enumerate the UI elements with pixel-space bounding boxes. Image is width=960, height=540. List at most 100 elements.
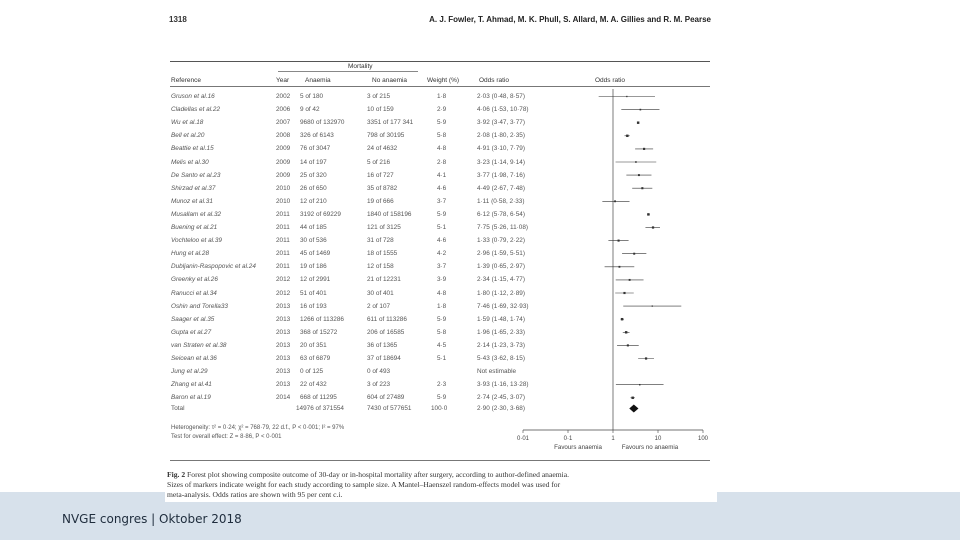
row-year: 2009 [276, 145, 291, 153]
row-reference: Musallam et al.32 [171, 210, 222, 218]
study-point [637, 174, 640, 177]
row-no-anaemia: 798 of 30195 [367, 132, 405, 140]
figure-caption: Fig. 2 Forest plot showing composite out… [167, 470, 715, 500]
row-reference: Beattie et al.15 [171, 145, 214, 153]
total-odds-ratio: 2·90 (2·30, 3·68) [477, 405, 525, 412]
row-year: 2014 [276, 394, 291, 402]
row-odds-ratio: 4·06 (1·53, 10·78) [477, 106, 529, 114]
row-odds-ratio: Not estimable [477, 368, 517, 376]
overall-effect-text: Test for overall effect: Z = 8·86, P < 0… [171, 434, 282, 440]
row-odds-ratio: 7·46 (1·69, 32·93) [477, 302, 529, 310]
row-anaemia: 63 of 6879 [300, 355, 331, 362]
row-no-anaemia: 1840 of 158196 [367, 210, 412, 218]
study-point [643, 147, 646, 150]
row-weight: 4·6 [437, 184, 447, 192]
study-point [639, 108, 642, 111]
row-reference: Shirzad et al.37 [171, 184, 216, 192]
row-no-anaemia: 5 of 216 [367, 158, 391, 166]
row-odds-ratio: 2·34 (1·15, 4·77) [477, 276, 525, 284]
row-weight: 5·9 [437, 119, 447, 127]
row-year: 2012 [276, 276, 291, 284]
col-anaemia: Anaemia [305, 77, 331, 84]
study-point [641, 187, 644, 190]
row-no-anaemia: 12 of 158 [367, 263, 394, 271]
row-reference: Zhang et al.41 [171, 381, 212, 389]
row-reference: Dubljanin-Raspopovic et al.24 [171, 263, 256, 271]
row-reference: Jung et al.29 [171, 368, 208, 376]
col-weight: Weight (%) [427, 77, 460, 84]
row-weight: 2·9 [437, 106, 447, 114]
row-year: 2008 [276, 132, 291, 140]
row-weight: 2·8 [437, 158, 447, 166]
row-reference: Greenky et al.26 [171, 276, 218, 284]
row-weight: 5·9 [437, 315, 447, 323]
row-reference: Munoz et al.31 [171, 197, 213, 205]
row-year: 2006 [276, 106, 291, 114]
row-year: 2010 [276, 184, 291, 192]
row-odds-ratio: 3·92 (3·47, 3·77) [477, 119, 525, 127]
row-no-anaemia: 604 of 27489 [367, 394, 405, 402]
row-year: 2013 [276, 315, 291, 323]
row-anaemia: 5 of 180 [300, 93, 324, 100]
study-point [644, 357, 648, 360]
total-diamond [629, 404, 639, 413]
study-point [651, 226, 655, 229]
running-header-authors: A. J. Fowler, T. Ahmad, M. K. Phull, S. … [429, 15, 711, 24]
row-no-anaemia: 206 of 16585 [367, 328, 405, 336]
row-odds-ratio: 6·12 (5·78, 6·54) [477, 210, 525, 218]
total-anaemia: 14976 of 371554 [296, 405, 344, 412]
row-anaemia: 3192 of 69229 [300, 210, 341, 218]
row-year: 2007 [276, 119, 291, 127]
row-reference: Seicean et al.36 [171, 355, 217, 362]
row-odds-ratio: 2·08 (1·80, 2·35) [477, 132, 525, 140]
col-odds-ratio: Odds ratio [479, 77, 509, 84]
row-odds-ratio: 2·14 (1·23, 3·73) [477, 341, 525, 349]
row-no-anaemia: 0 of 493 [367, 368, 391, 376]
row-no-anaemia: 36 of 1365 [367, 341, 398, 349]
row-no-anaemia: 19 of 666 [367, 197, 394, 205]
row-year: 2013 [276, 328, 291, 336]
study-point [635, 161, 637, 163]
total-label: Total [171, 405, 185, 412]
row-reference: Bell et al.20 [171, 132, 205, 140]
row-odds-ratio: 3·23 (1·14, 9·14) [477, 158, 525, 166]
row-anaemia: 326 of 6143 [300, 132, 334, 140]
caption-top-rule [170, 460, 710, 461]
row-anaemia: 16 of 193 [300, 302, 327, 310]
row-year: 2011 [276, 224, 290, 231]
row-year: 2009 [276, 158, 291, 166]
heterogeneity-text: Heterogeneity: τ² = 0·24; χ² = 768·79, 2… [171, 425, 345, 431]
row-anaemia: 9 of 42 [300, 106, 320, 114]
row-weight: 4·8 [437, 145, 447, 153]
row-weight: 2·3 [437, 381, 447, 389]
study-point [624, 331, 628, 334]
row-year: 2013 [276, 381, 291, 389]
row-reference: Hung et al.28 [171, 250, 210, 258]
row-anaemia: 668 of 11295 [300, 394, 337, 402]
row-reference: De Santo et al.23 [171, 171, 221, 179]
row-no-anaemia: 3 of 215 [367, 93, 391, 100]
row-anaemia: 12 of 210 [300, 197, 327, 205]
total-weight: 100·0 [431, 405, 448, 412]
mortality-group-rule [278, 71, 418, 72]
row-no-anaemia: 121 of 3125 [367, 224, 401, 231]
row-no-anaemia: 16 of 727 [367, 171, 394, 179]
row-weight: 4·2 [437, 250, 447, 258]
row-anaemia: 51 of 401 [300, 289, 327, 297]
row-reference: Gruson et al.16 [171, 93, 215, 100]
row-odds-ratio: 1·96 (1·65, 2·33) [477, 328, 525, 336]
row-weight: 3·7 [437, 197, 447, 205]
study-point [623, 291, 626, 295]
row-year: 2013 [276, 302, 291, 310]
mortality-group-header: Mortality [348, 63, 373, 70]
col-reference: Reference [171, 77, 201, 84]
row-reference: Baron et al.19 [171, 394, 211, 402]
row-odds-ratio: 4·91 (3·10, 7·79) [477, 145, 525, 153]
row-odds-ratio: 1·39 (0·65, 2·97) [477, 263, 525, 271]
page-number: 1318 [169, 15, 187, 24]
row-weight: 4·8 [437, 289, 447, 297]
row-weight: 5·9 [437, 210, 447, 218]
row-odds-ratio: 1·11 (0·58, 2·33) [477, 197, 525, 205]
row-reference: Wu et al.18 [171, 119, 204, 127]
study-point [626, 134, 629, 138]
